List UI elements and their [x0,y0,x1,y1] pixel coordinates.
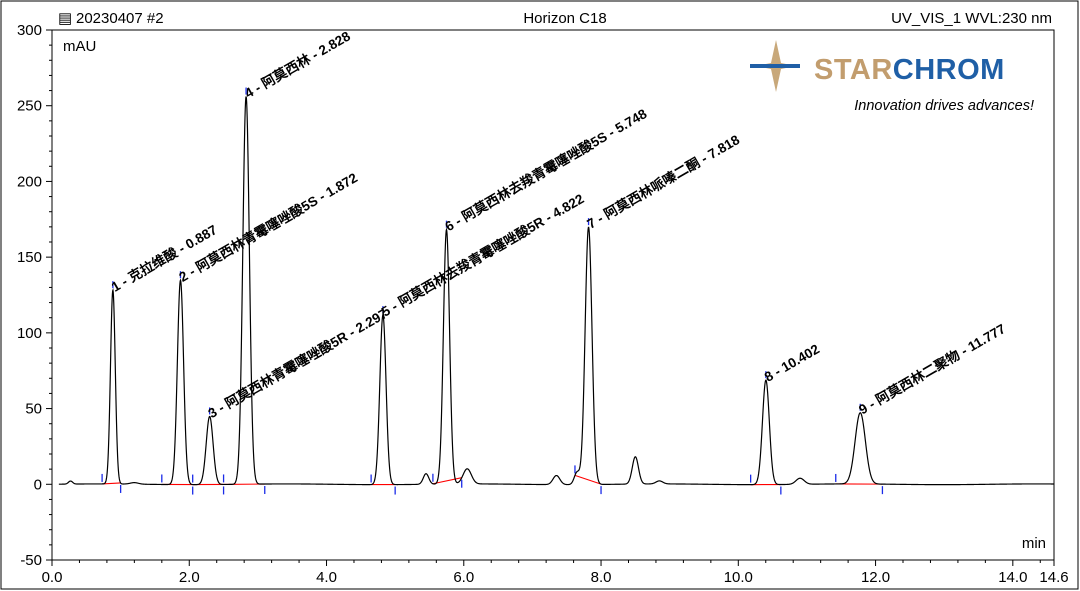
y-tick-label: 100 [17,325,42,342]
x-tick-label: 4.0 [316,569,337,586]
column-name: Horizon C18 [523,10,606,27]
logo-tagline: Innovation drives advances! [854,98,1034,114]
x-tick-label: 6.0 [453,569,474,586]
peak-label: 4 - 阿莫西林 - 2.828 [242,27,354,101]
x-tick-label: 2.0 [179,569,200,586]
starchrom-logo: STARCHROM Innovation drives advances! [750,40,1034,114]
x-tick-label: 14.0 [998,569,1027,586]
y-tick-label: -50 [20,552,42,569]
integration-markers [101,465,884,495]
peak-label: 7 - 阿莫西林哌嗪二酮 - 7.818 [584,131,742,232]
logo-name-part1: STAR [814,54,893,86]
axes: 0.0 2.0 4.0 6.0 8.0 10.0 12.0 14.0 14.6 -50 0 50 100… [17,22,1069,586]
y-axis-title: mAU [63,38,96,55]
y-tick-label: 300 [17,22,42,39]
y-tick-label: 0 [34,476,42,493]
x-tick-label: 10.0 [724,569,753,586]
peak-label: 8 - 10.402 [762,341,822,384]
x-tick-label: 8.0 [591,569,612,586]
y-tick-label: 200 [17,173,42,190]
logo-accent-bar [750,64,800,68]
logo-name: STARCHROM [814,54,1005,86]
x-tick-label: 12.0 [861,569,890,586]
sample-name: 20230407 #2 [76,10,164,27]
logo-name-part2: CHROM [893,54,1005,86]
peak-markers [112,87,861,415]
baseline-segment [432,477,462,485]
baseline-segment [574,474,602,485]
x-axis-title: min [1022,535,1046,552]
x-tick-label: 14.6 [1039,569,1068,586]
peak-label: 9 - 阿莫西林二聚物 - 11.777 [856,320,1008,417]
y-tick-label: 250 [17,98,42,115]
peak-label: 3 - 阿莫西林青霉噻唑酸5R - 2.297 [205,305,390,421]
y-tick-label: 50 [25,401,42,418]
sample-icon: ▤ [58,10,72,27]
plot-frame [51,29,1055,561]
baseline-segment [102,482,121,485]
chromatogram-trace [58,96,1054,486]
x-tick-label: 0.0 [42,569,63,586]
y-tick-label: 150 [17,249,42,266]
channel-name: UV_VIS_1 WVL:230 nm [891,10,1052,27]
